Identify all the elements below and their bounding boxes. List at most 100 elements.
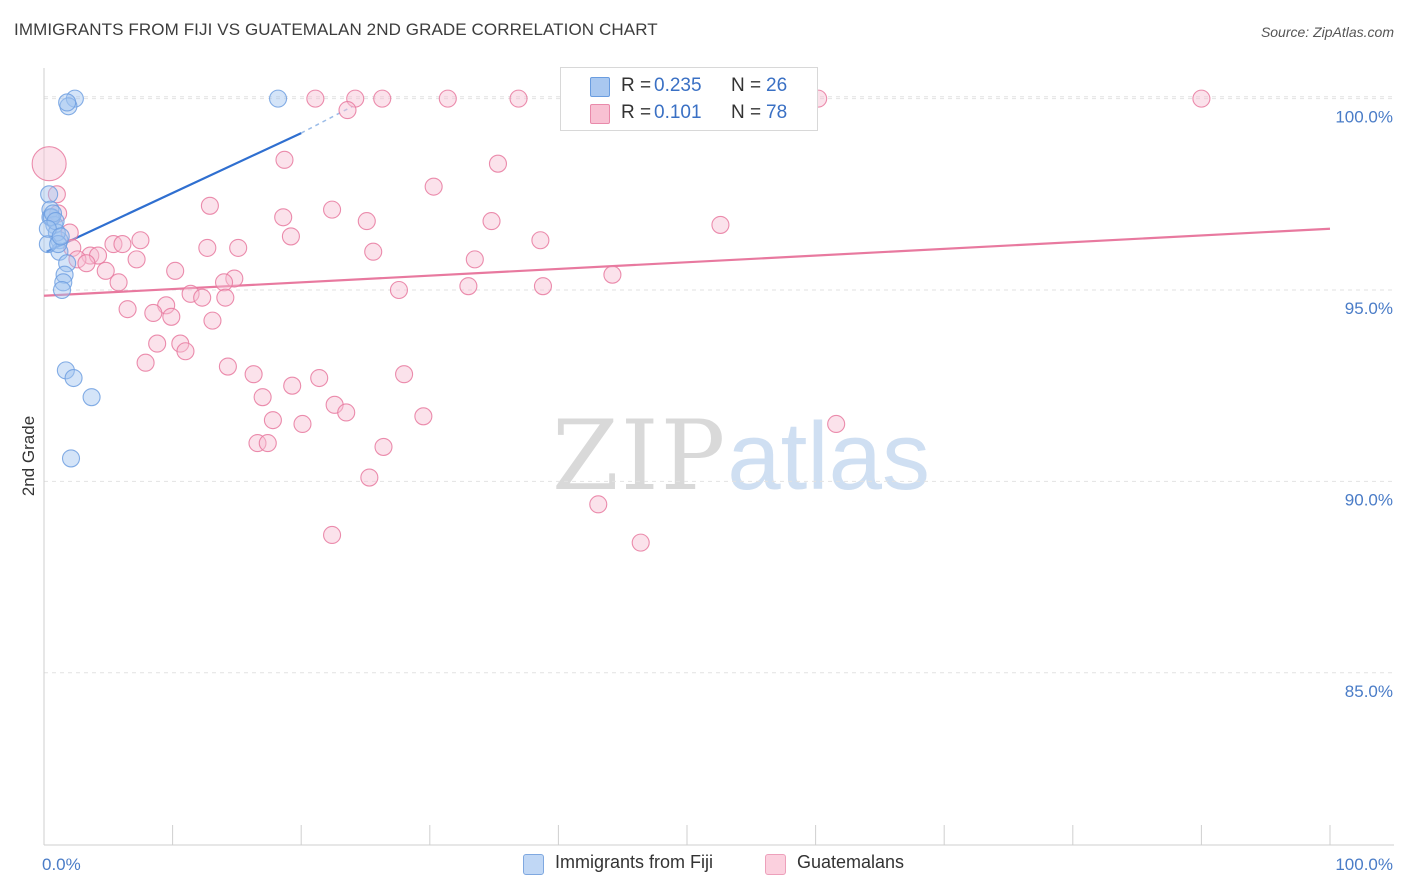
point-guatemalans <box>310 368 329 388</box>
fiji-legend-swatch <box>523 854 544 875</box>
point-fiji <box>61 449 81 468</box>
point-guatemalans <box>203 311 222 330</box>
point-guatemalans <box>374 437 393 456</box>
point-fiji <box>55 265 74 284</box>
point-guatemalans <box>47 185 66 204</box>
x-tick-label: 0.0% <box>42 855 81 874</box>
y-tick-label: 95.0% <box>1345 299 1393 318</box>
point-guatemalans <box>244 365 263 384</box>
point-guatemalans <box>360 468 379 487</box>
data-points <box>31 89 1211 552</box>
point-guatemalans <box>274 208 293 227</box>
point-guatemalans <box>373 89 392 108</box>
point-guatemalans <box>253 388 272 407</box>
point-fiji <box>58 254 77 273</box>
stats-row-guatemalans: R = 0.101 N = 78 <box>561 101 817 127</box>
r-value: 0.235 <box>654 75 702 96</box>
y-tick-label: 100.0% <box>1335 108 1393 127</box>
point-guatemalans <box>136 353 155 372</box>
legend-label: Immigrants from Fiji <box>555 852 714 872</box>
point-guatemalans <box>603 265 622 284</box>
point-guatemalans <box>364 242 383 261</box>
point-guatemalans <box>60 223 79 242</box>
point-guatemalans <box>414 407 433 426</box>
point-guatemalans <box>589 495 608 514</box>
point-guatemalans <box>109 273 128 292</box>
point-guatemalans <box>144 303 163 323</box>
watermark-zip: ZIP <box>552 400 728 512</box>
chart-title: IMMIGRANTS FROM FIJI VS GUATEMALAN 2ND G… <box>14 20 658 39</box>
point-guatemalans <box>389 280 408 300</box>
point-guatemalans <box>127 250 146 269</box>
point-guatemalans <box>96 261 115 280</box>
point-guatemalans <box>531 231 550 250</box>
trend-lines <box>43 105 1331 297</box>
point-guatemalans <box>258 434 277 453</box>
n-value: 78 <box>766 102 788 123</box>
point-guatemalans <box>323 525 342 545</box>
point-guatemalans <box>306 89 325 108</box>
point-guatemalans <box>293 414 312 434</box>
point-fiji <box>64 368 83 388</box>
y-tick-label: 90.0% <box>1345 490 1393 509</box>
r-label: R = <box>621 102 652 123</box>
point-fiji <box>52 280 72 300</box>
legend-label: Guatemalans <box>797 852 905 872</box>
watermark: ZIPatlas <box>552 400 930 512</box>
series-legend: Immigrants from Fiji Guatemalans <box>0 852 1406 878</box>
n-label: N = <box>731 75 762 96</box>
point-guatemalans <box>465 250 484 269</box>
point-fiji <box>51 227 70 246</box>
point-guatemalans <box>357 212 376 231</box>
n-label: N = <box>731 102 762 123</box>
point-guatemalans <box>338 101 357 120</box>
point-fiji <box>40 185 59 204</box>
r-label: R = <box>621 75 652 96</box>
stats-legend: R = 0.235 N = 26 R = 0.101 N = 78 <box>560 67 818 131</box>
stats-row-fiji: R = 0.235 N = 26 <box>561 74 817 100</box>
point-guatemalans <box>216 288 235 307</box>
point-guatemalans <box>193 288 212 307</box>
point-guatemalans <box>200 196 219 215</box>
point-guatemalans <box>248 434 267 453</box>
point-guatemalans <box>113 235 132 254</box>
point-guatemalans <box>31 146 67 182</box>
point-guatemalans <box>148 334 167 353</box>
guatemalans-legend-swatch <box>765 854 786 875</box>
r-value: 0.101 <box>654 102 702 123</box>
point-guatemalans <box>459 277 478 296</box>
point-guatemalans <box>533 277 553 296</box>
point-guatemalans <box>281 227 300 246</box>
point-guatemalans <box>166 261 185 280</box>
source-label: Source: ZipAtlas.com <box>1260 24 1394 40</box>
point-guatemalans <box>218 357 237 376</box>
point-guatemalans <box>77 254 96 273</box>
point-fiji <box>54 273 73 292</box>
trend-line-fiji-extension <box>300 105 353 134</box>
point-guatemalans <box>827 414 846 434</box>
point-guatemalans <box>509 89 528 108</box>
point-guatemalans <box>424 177 443 196</box>
point-fiji <box>58 93 77 112</box>
point-guatemalans <box>337 403 356 422</box>
point-guatemalans <box>711 215 730 234</box>
point-guatemalans <box>162 307 181 326</box>
point-guatemalans <box>68 250 87 269</box>
point-fiji <box>82 388 101 407</box>
trend-line-fiji <box>46 132 302 253</box>
point-guatemalans <box>118 300 137 319</box>
n-value: 26 <box>766 75 788 96</box>
point-guatemalans <box>131 231 150 250</box>
fiji-swatch <box>590 77 610 97</box>
point-guatemalans <box>181 284 200 303</box>
point-guatemalans <box>283 376 302 395</box>
point-guatemalans <box>176 342 195 361</box>
point-guatemalans <box>438 89 457 108</box>
point-guatemalans <box>225 269 244 288</box>
trend-line-guatemalans <box>43 227 1331 297</box>
gridlines <box>44 96 1394 674</box>
point-guatemalans <box>198 238 217 257</box>
y-axis-title: 2nd Grade <box>19 416 38 496</box>
point-fiji <box>56 361 75 380</box>
